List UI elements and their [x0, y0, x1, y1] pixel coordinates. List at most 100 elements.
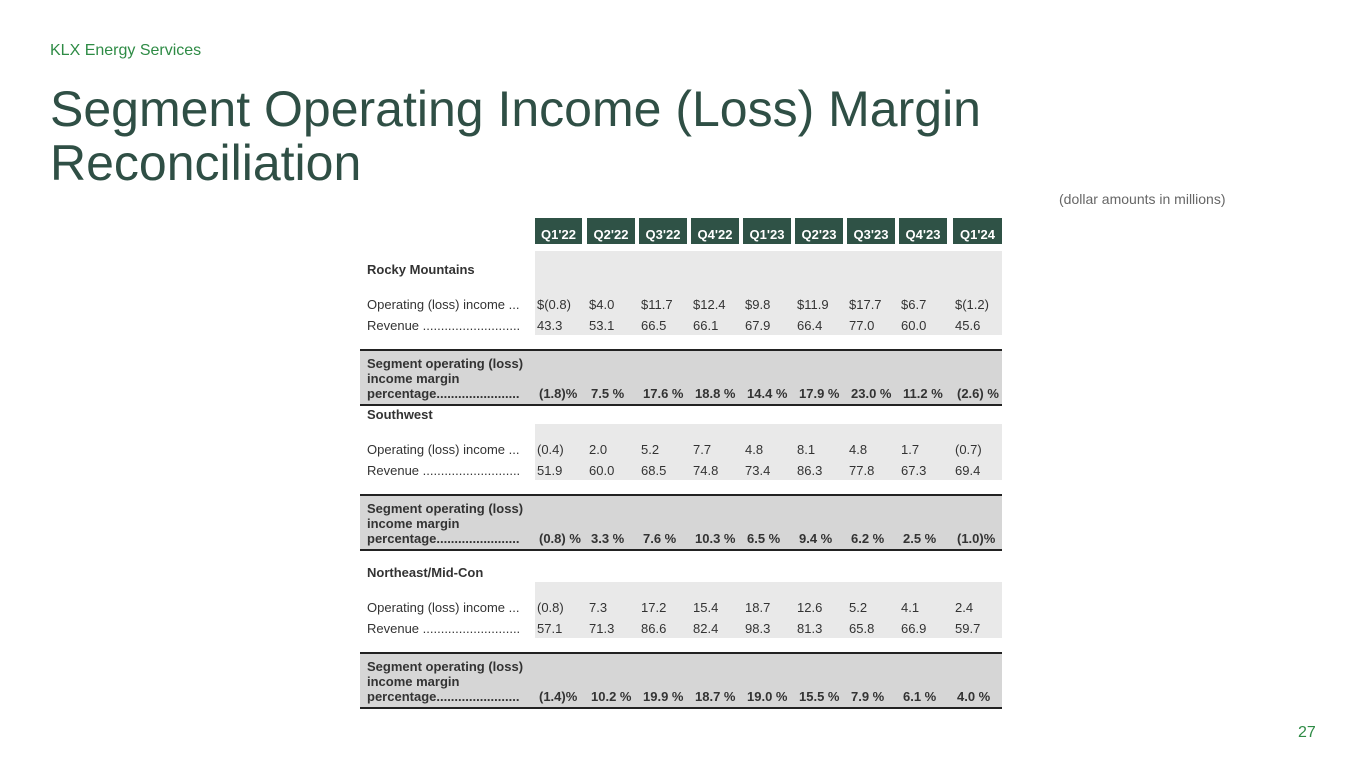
column-header: Q2'23	[795, 218, 843, 244]
margin-value: 7.6 %	[643, 531, 677, 546]
segment-name: Rocky Mountains	[367, 262, 475, 277]
column-header: Q4'22	[691, 218, 739, 244]
operating-income-label: Operating (loss) income ...	[367, 600, 520, 615]
revenue-value: 60.0	[901, 318, 927, 333]
margin-value: 7.5 %	[591, 386, 625, 401]
column-header: Q1'24	[953, 218, 1002, 244]
margin-value: 6.5 %	[747, 531, 781, 546]
segment-margin-row	[360, 652, 1002, 709]
operating-income-label: Operating (loss) income ...	[367, 297, 520, 312]
margin-value: 19.0 %	[747, 689, 788, 704]
margin-value: (1.0)%	[957, 531, 996, 546]
operating-income-value: 1.7	[901, 442, 920, 457]
operating-income-value: 8.1	[797, 442, 816, 457]
margin-value: 6.2 %	[851, 531, 885, 546]
margin-value: 3.3 %	[591, 531, 625, 546]
margin-value: 17.9 %	[799, 386, 840, 401]
revenue-value: 68.5	[641, 463, 667, 478]
company-name: KLX Energy Services	[50, 42, 202, 59]
revenue-value: 74.8	[693, 463, 719, 478]
revenue-value: 43.3	[537, 318, 563, 333]
operating-income-value: $9.8	[745, 297, 771, 312]
operating-income-value: $(0.8)	[537, 297, 571, 312]
operating-income-value: 4.1	[901, 600, 920, 615]
revenue-value: 53.1	[589, 318, 615, 333]
revenue-value: 66.4	[797, 318, 823, 333]
revenue-value: 86.6	[641, 621, 667, 636]
operating-income-value: $4.0	[589, 297, 615, 312]
operating-income-value: 17.2	[641, 600, 667, 615]
revenue-value: 98.3	[745, 621, 771, 636]
margin-value: 10.3 %	[695, 531, 736, 546]
operating-income-value: $6.7	[901, 297, 927, 312]
margin-value: (1.4)%	[539, 689, 578, 704]
revenue-value: 67.3	[901, 463, 927, 478]
margin-value: 11.2 %	[903, 386, 943, 401]
column-header: Q4'23	[899, 218, 947, 244]
page-title: Segment Operating Income (Loss) Margin R…	[50, 81, 981, 191]
operating-income-value: 12.6	[797, 600, 823, 615]
margin-label: Segment operating (loss) income margin p…	[367, 501, 524, 546]
margin-value: 10.2 %	[591, 689, 632, 704]
margin-value: 9.4 %	[799, 531, 833, 546]
margin-value: 7.9 %	[851, 689, 885, 704]
revenue-value: 59.7	[955, 621, 981, 636]
units-note: (dollar amounts in millions)	[1059, 191, 1226, 207]
margin-value: 17.6 %	[643, 386, 684, 401]
revenue-value: 65.8	[849, 621, 875, 636]
column-header: Q1'23	[743, 218, 791, 244]
revenue-value: 51.9	[537, 463, 563, 478]
page-number: 27	[1298, 724, 1316, 741]
column-header: Q2'22	[587, 218, 635, 244]
margin-value: 19.9 %	[643, 689, 684, 704]
segment-data-band	[535, 251, 1002, 335]
operating-income-value: 2.4	[955, 600, 974, 615]
operating-income-value: $12.4	[693, 297, 726, 312]
margin-value: (0.8) %	[539, 531, 581, 546]
revenue-value: 77.0	[849, 318, 875, 333]
margin-value: 14.4 %	[747, 386, 788, 401]
operating-income-value: 18.7	[745, 600, 771, 615]
margin-value: 4.0 %	[957, 689, 991, 704]
revenue-value: 60.0	[589, 463, 615, 478]
segment-margin-row	[360, 494, 1002, 551]
revenue-value: 82.4	[693, 621, 719, 636]
segment-name: Southwest	[367, 407, 433, 422]
operating-income-label: Operating (loss) income ...	[367, 442, 520, 457]
revenue-value: 71.3	[589, 621, 615, 636]
revenue-value: 57.1	[537, 621, 563, 636]
revenue-value: 45.6	[955, 318, 981, 333]
revenue-value: 73.4	[745, 463, 771, 478]
revenue-value: 67.9	[745, 318, 771, 333]
operating-income-value: 4.8	[745, 442, 764, 457]
operating-income-value: 5.2	[641, 442, 660, 457]
margin-value: 2.5 %	[903, 531, 937, 546]
margin-value: 23.0 %	[851, 386, 892, 401]
revenue-label: Revenue ...........................	[367, 621, 521, 636]
margin-value: 15.5 %	[799, 689, 840, 704]
margin-value: 18.7 %	[695, 689, 736, 704]
revenue-value: 77.8	[849, 463, 875, 478]
column-header: Q3'22	[639, 218, 687, 244]
revenue-value: 86.3	[797, 463, 823, 478]
revenue-value: 81.3	[797, 621, 823, 636]
operating-income-value: 2.0	[589, 442, 608, 457]
margin-value: (1.8)%	[539, 386, 578, 401]
segment-name: Northeast/Mid-Con	[367, 565, 484, 580]
margin-label: Segment operating (loss) income margin p…	[367, 356, 524, 401]
revenue-value: 66.5	[641, 318, 667, 333]
operating-income-value: 7.3	[589, 600, 608, 615]
margin-value: 18.8 %	[695, 386, 736, 401]
revenue-value: 69.4	[955, 463, 981, 478]
operating-income-value: (0.7)	[955, 442, 982, 457]
column-header: Q1'22	[535, 218, 582, 244]
operating-income-value: $11.7	[641, 297, 673, 312]
margin-label: Segment operating (loss) income margin p…	[367, 659, 524, 704]
revenue-label: Revenue ...........................	[367, 463, 521, 478]
margin-value: (2.6) %	[957, 386, 999, 401]
segment-data-band	[535, 582, 1002, 638]
revenue-value: 66.9	[901, 621, 927, 636]
operating-income-value: 7.7	[693, 442, 712, 457]
revenue-value: 66.1	[693, 318, 719, 333]
segment-data-band	[535, 424, 1002, 480]
